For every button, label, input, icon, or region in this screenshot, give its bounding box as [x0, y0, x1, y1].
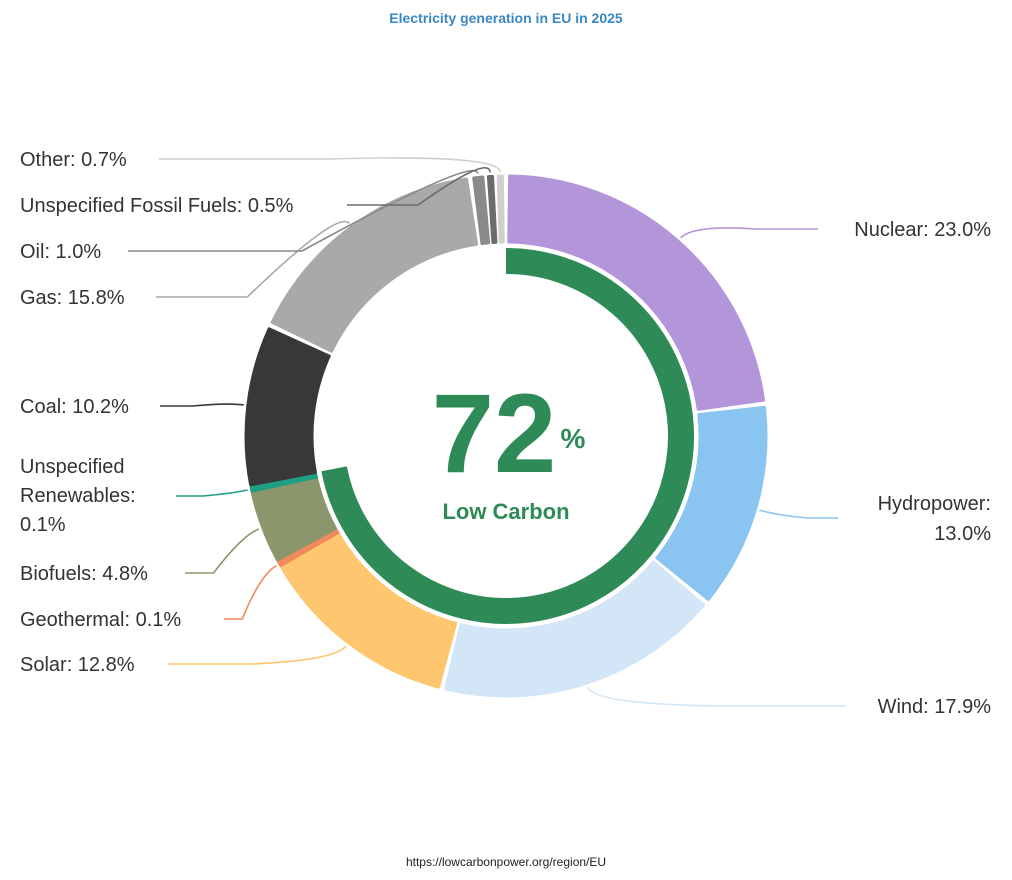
- low-carbon-value: 72: [432, 371, 557, 496]
- low-carbon-unit: %: [561, 423, 586, 454]
- low-carbon-arc: [321, 248, 694, 624]
- leader-hydropower: [759, 509, 838, 519]
- label-gas: Gas: 15.8%: [20, 287, 125, 309]
- slice-oil[interactable]: [472, 175, 491, 245]
- leader-biofuels: [185, 528, 260, 574]
- chart-title: Electricity generation in EU in 2025: [389, 10, 623, 26]
- label-other: Other: 0.7%: [20, 149, 127, 171]
- label-solar: Solar: 12.8%: [20, 654, 135, 676]
- leader-geothermal: [224, 565, 277, 620]
- label-nuclear: Nuclear: 23.0%: [854, 219, 991, 241]
- slice-coal[interactable]: [244, 327, 331, 487]
- slice-unspecified-renewables[interactable]: [249, 472, 318, 493]
- donut-slices: [244, 174, 768, 698]
- label-leaders: [128, 157, 846, 707]
- label-biofuels: Biofuels: 4.8%: [20, 563, 148, 585]
- label-unspecified-fossil-fuels: Unspecified Fossil Fuels: 0.5%: [20, 195, 294, 217]
- leader-gas: [156, 220, 350, 298]
- leader-coal: [160, 403, 244, 407]
- label-geothermal: Geothermal: 0.1%: [20, 609, 181, 631]
- slice-geothermal[interactable]: [277, 528, 340, 568]
- label-coal: Coal: 10.2%: [20, 396, 129, 418]
- leader-unspecified-fossil-fuels: [347, 167, 492, 206]
- label-hydropower: Hydropower: 13.0%: [878, 493, 992, 545]
- label-oil: Oil: 1.0%: [20, 241, 101, 263]
- slice-solar[interactable]: [280, 532, 458, 689]
- slice-other[interactable]: [496, 174, 505, 244]
- label-unspecified-renewables: Unspecified Renewables: 0.1%: [20, 456, 136, 536]
- leader-unspecified-renewables: [176, 489, 248, 497]
- label-wind: Wind: 17.9%: [878, 696, 992, 718]
- low-carbon-label: Low Carbon: [442, 499, 569, 524]
- slice-wind[interactable]: [444, 560, 706, 698]
- source-url: https://lowcarbonpower.org/region/EU: [405, 855, 607, 869]
- leader-solar: [168, 645, 347, 665]
- leader-other: [159, 157, 501, 173]
- leader-wind: [586, 686, 846, 707]
- slice-gas[interactable]: [270, 177, 479, 353]
- slice-hydropower[interactable]: [655, 405, 768, 601]
- slice-nuclear[interactable]: [507, 174, 766, 411]
- slice-biofuels[interactable]: [250, 477, 337, 562]
- slice-labels: Nuclear: 23.0% Hydropower: 13.0% Wind: 17.9…: [20, 149, 991, 718]
- leader-nuclear: [680, 227, 818, 239]
- slice-unspecified-fossil-fuels[interactable]: [486, 174, 498, 244]
